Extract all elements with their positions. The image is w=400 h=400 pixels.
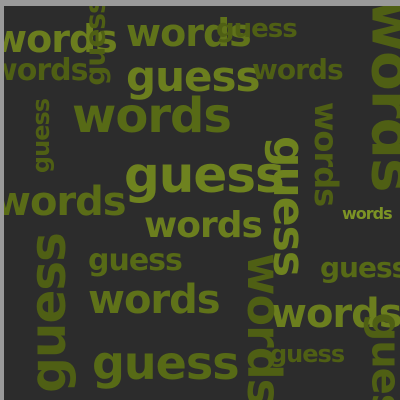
cloud-word: guess: [320, 251, 400, 284]
cloud-word: words: [252, 53, 344, 86]
cloud-word: guess: [88, 243, 183, 278]
cloud-word: guess: [27, 98, 56, 174]
cloud-word: guess: [216, 14, 298, 44]
cloud-word: words: [270, 291, 400, 337]
cloud-word: guess: [126, 52, 260, 101]
cloud-word: words: [88, 277, 221, 323]
cloud-word: words: [342, 204, 393, 223]
cloud-word: guess: [78, 6, 112, 86]
cloud-word: words: [126, 11, 252, 55]
cloud-word: words: [358, 6, 400, 192]
cloud-word: guess: [92, 336, 240, 390]
cloud-word: words: [72, 88, 232, 144]
cloud-word: guess: [124, 146, 285, 204]
cloud-word: words: [4, 179, 127, 225]
cloud-word: words: [4, 17, 118, 61]
cloud-word: guess: [270, 340, 345, 368]
cloud-word: guess: [18, 233, 77, 393]
cloud-word: guess: [362, 312, 400, 400]
word-cloud: words words guess words words guess word…: [4, 6, 400, 400]
cloud-word: words: [307, 101, 346, 207]
cloud-word: words: [224, 6, 316, 10]
cloud-word: words: [144, 205, 263, 246]
cloud-word: words: [4, 53, 88, 88]
cloud-word: words: [237, 252, 292, 400]
